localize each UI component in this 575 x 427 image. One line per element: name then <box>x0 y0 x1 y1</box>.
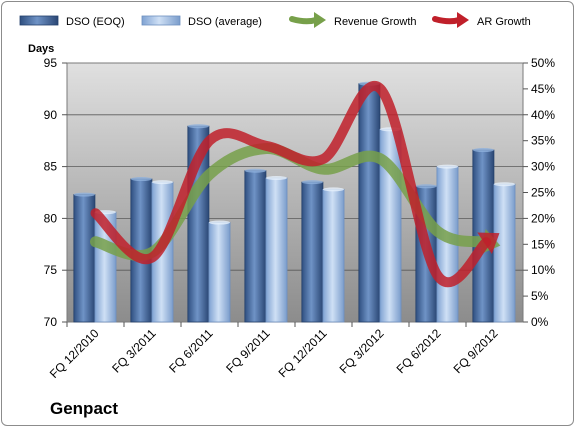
y-tick-label: 80 <box>44 211 58 225</box>
bar-cap <box>415 184 437 189</box>
x-tick-label: FQ 12/2010 <box>47 326 102 381</box>
legend-line-revenue-growth <box>289 16 319 25</box>
legend-label: Revenue Growth <box>334 16 417 28</box>
legend-arrow-ar-growth <box>457 12 469 28</box>
y-tick-label: 90 <box>44 108 58 122</box>
bar-cap <box>187 124 209 129</box>
bar-cap <box>322 187 345 192</box>
legend-swatch-dso-eoq <box>19 15 59 26</box>
legend-swatch-dso-average <box>141 15 181 26</box>
bar-dso-average <box>208 222 231 323</box>
x-tick-label: FQ 3/2011 <box>109 326 159 376</box>
bar-dso-average <box>493 183 516 323</box>
bar-cap <box>208 220 231 225</box>
bar-cap <box>265 175 288 180</box>
ar-growth-arrowhead <box>477 232 500 255</box>
y2-tick-label: 45% <box>531 82 555 96</box>
x-tick-label: FQ 3/2012 <box>337 326 387 376</box>
bar-cap <box>472 148 494 153</box>
y-tick-label: 75 <box>44 263 58 277</box>
y-axis-title: Days <box>28 43 54 55</box>
bar-cap <box>130 177 152 182</box>
y2-tick-label: 25% <box>531 186 555 200</box>
bar-cap <box>151 180 174 185</box>
y-tick-label: 85 <box>44 160 58 174</box>
x-tick-label: FQ 9/2011 <box>223 326 273 376</box>
y2-tick-label: 35% <box>531 134 555 148</box>
y2-tick-label: 0% <box>531 315 549 329</box>
bar-cap <box>73 192 95 197</box>
ar-growth-line <box>90 81 492 288</box>
legend-arrow-revenue-growth <box>314 12 326 28</box>
y2-tick-label: 20% <box>531 211 555 225</box>
company-label: Genpact <box>50 399 118 418</box>
legend-label: DSO (average) <box>188 16 262 28</box>
bar-dso-eoq <box>244 170 267 323</box>
y2-tick-label: 5% <box>531 289 549 303</box>
bar-dso-eoq <box>358 83 381 323</box>
bar-dso-average <box>265 177 288 323</box>
bar-cap <box>244 168 266 173</box>
legend-line-ar-growth <box>432 16 462 25</box>
y2-tick-label: 10% <box>531 263 555 277</box>
y2-tick-label: 30% <box>531 160 555 174</box>
y2-tick-label: 40% <box>531 108 555 122</box>
y2-tick-label: 15% <box>531 237 555 251</box>
bar-cap <box>493 182 516 187</box>
x-tick-label: FQ 12/2011 <box>276 326 330 380</box>
y2-tick-label: 50% <box>531 56 555 70</box>
x-tick-label: FQ 9/2012 <box>451 326 501 376</box>
y-tick-label: 70 <box>44 315 58 329</box>
legend-label: AR Growth <box>477 16 531 28</box>
y-tick-label: 95 <box>44 56 58 70</box>
bar-dso-eoq <box>301 181 324 323</box>
x-tick-label: FQ 6/2011 <box>166 326 216 376</box>
legend-label: DSO (EOQ) <box>66 16 125 28</box>
x-tick-label: FQ 6/2012 <box>394 326 444 376</box>
bar-dso-average <box>322 188 345 323</box>
bar-cap <box>301 180 323 185</box>
bar-cap <box>436 164 459 169</box>
